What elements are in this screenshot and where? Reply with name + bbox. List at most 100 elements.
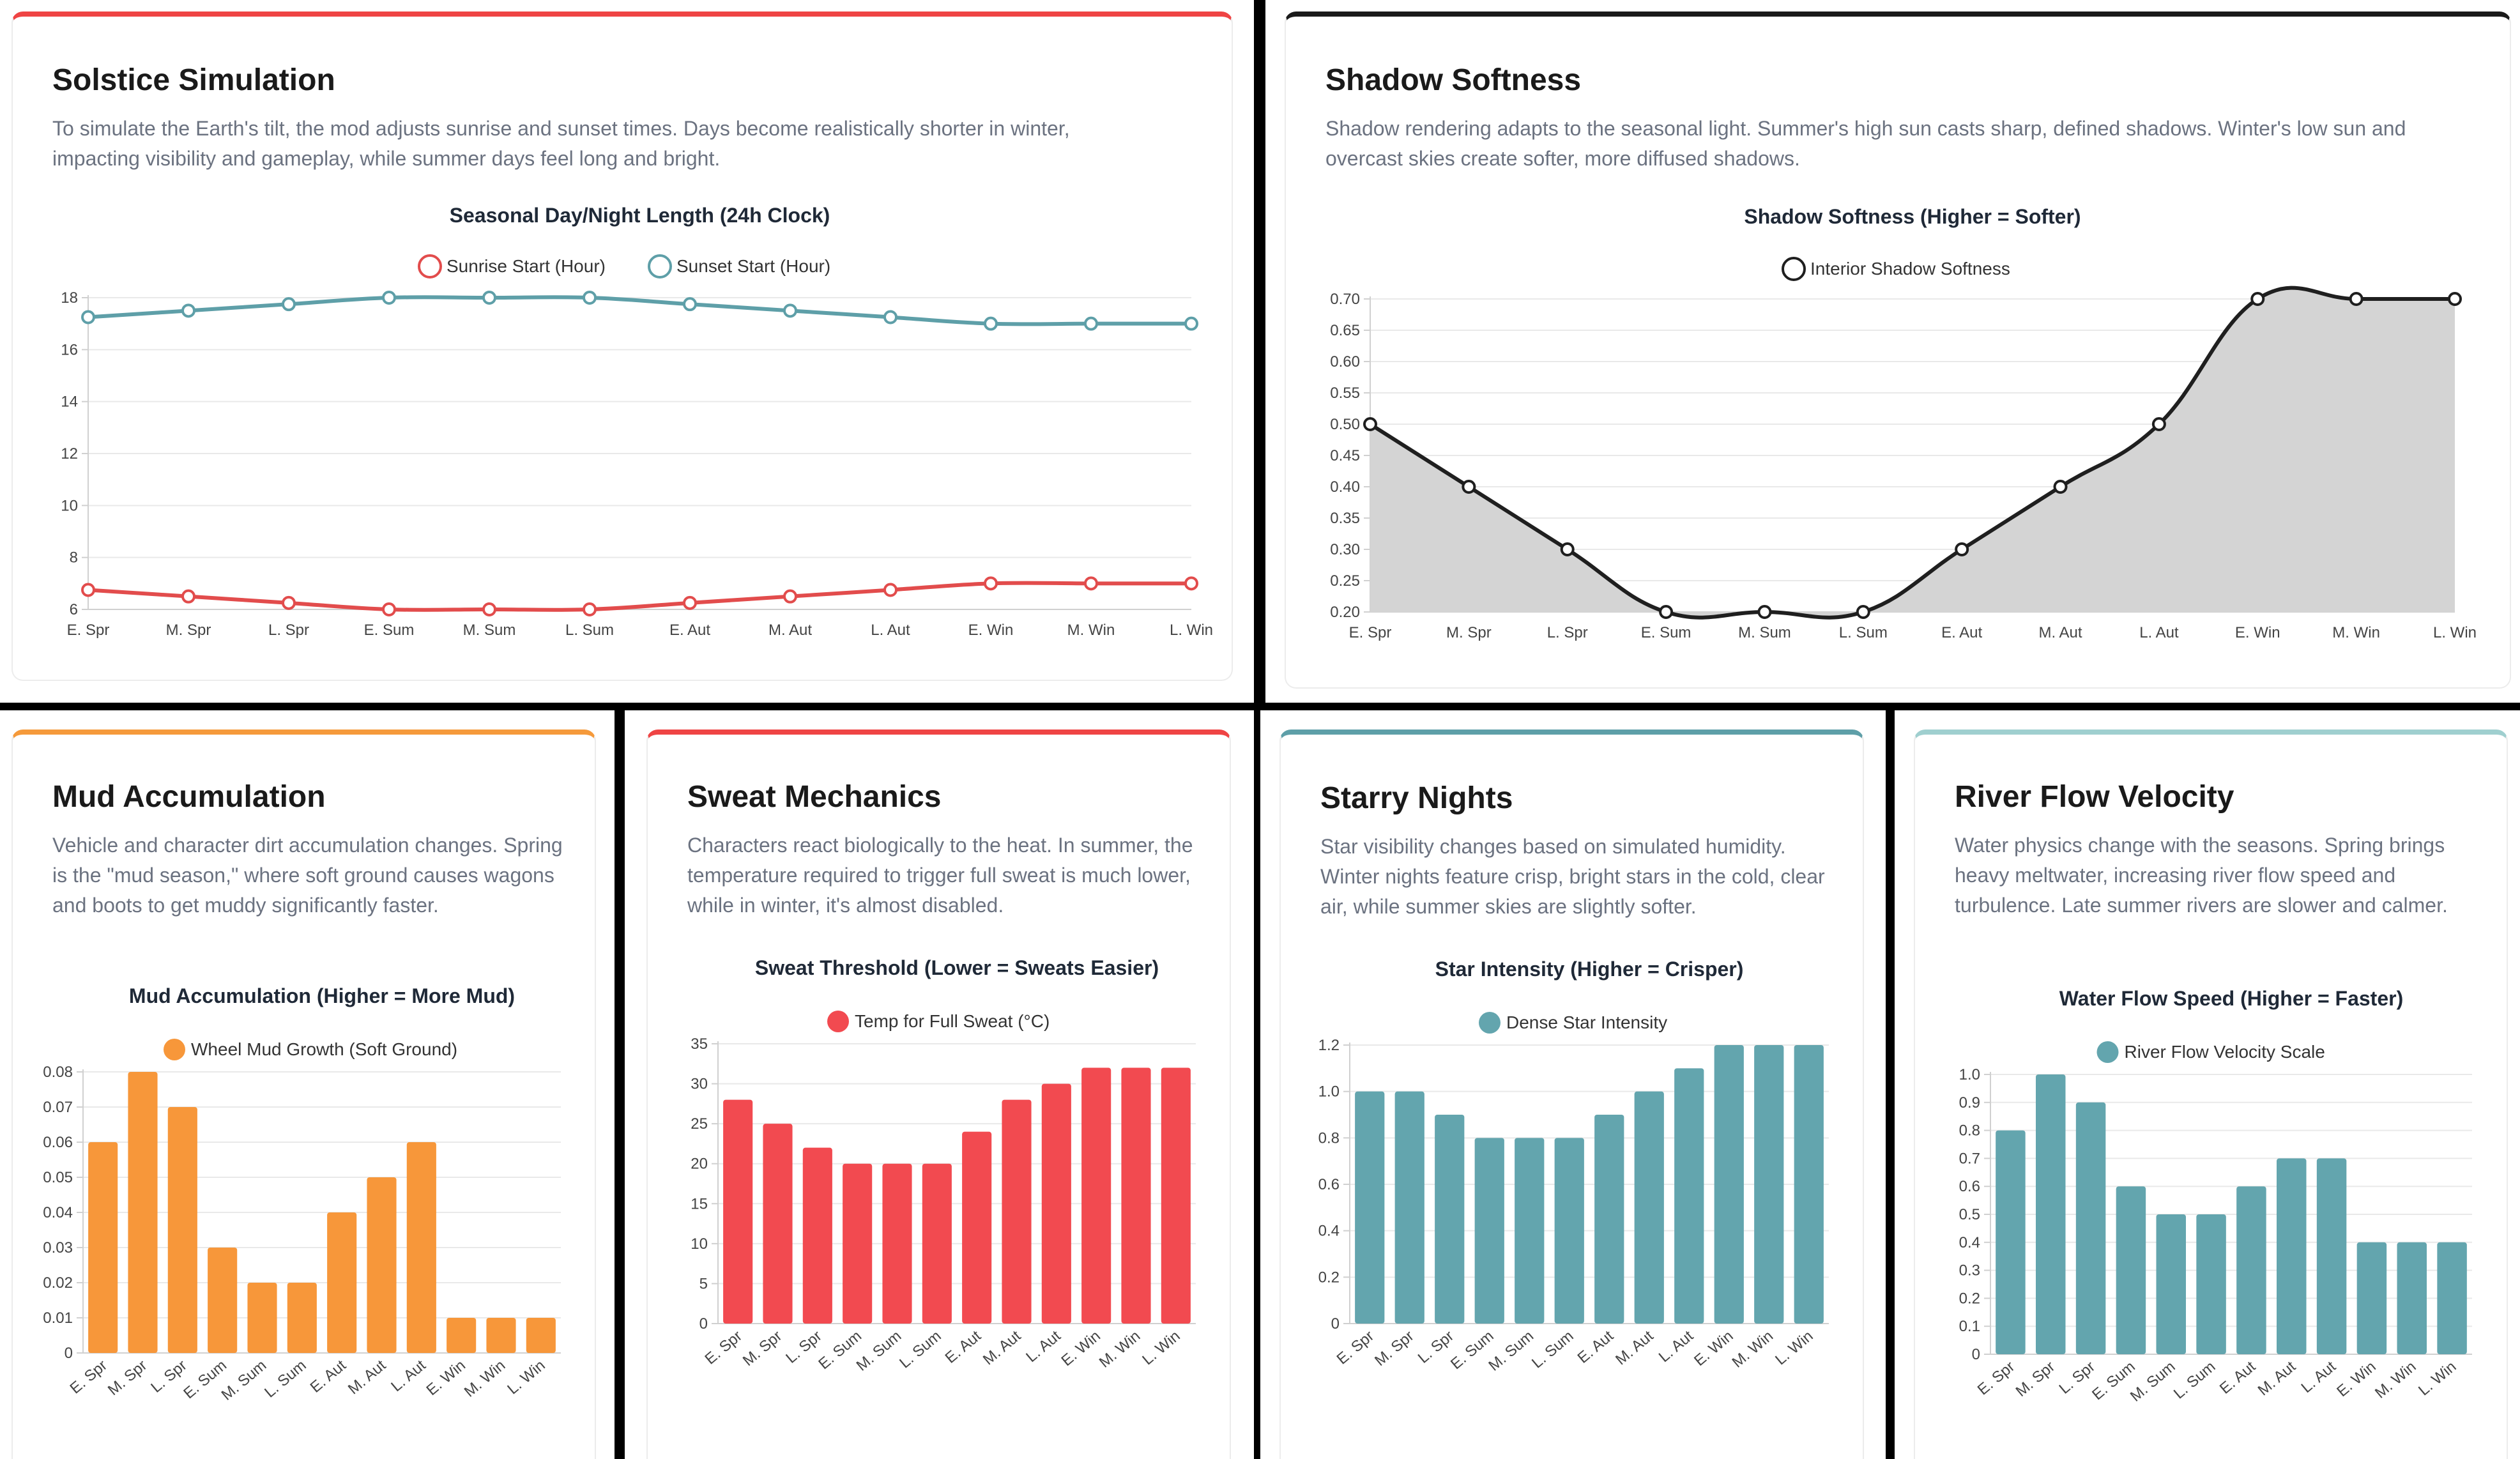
x-tick-label: E. Spr [1974, 1358, 2018, 1399]
data-point [883, 583, 897, 597]
y-tick-label: 10 [61, 497, 78, 514]
y-tick-label: 0.20 [1330, 604, 1360, 621]
x-tick-label: E. Sum [364, 622, 415, 639]
y-tick-label: 0.55 [1330, 385, 1360, 402]
legend-swatch [648, 254, 672, 279]
x-tick-label: M. Spr [740, 1327, 786, 1370]
panel-mud: Mud Accumulation Vehicle and character d… [0, 710, 615, 1459]
x-tick-label: L. Aut [1656, 1327, 1697, 1366]
x-tick-label: E. Win [1058, 1327, 1104, 1370]
bar [843, 1163, 873, 1324]
data-point [382, 291, 396, 305]
bar [167, 1107, 197, 1353]
y-tick-label: 6 [70, 601, 78, 618]
x-tick-label: L. Sum [261, 1357, 310, 1402]
x-tick-label: M. Aut [2039, 624, 2082, 641]
y-tick-label: 0.5 [1959, 1206, 1980, 1223]
x-tick-label: E. Win [2333, 1358, 2379, 1400]
x-tick-label: L. Win [1139, 1327, 1183, 1368]
bar [922, 1163, 952, 1324]
x-tick-label: M. Spr [166, 622, 211, 639]
x-tick-label: L. Aut [388, 1357, 429, 1395]
bar [1754, 1045, 1784, 1324]
data-point [1560, 542, 1575, 556]
y-tick-label: 0.03 [43, 1239, 73, 1257]
y-tick-label: 0.65 [1330, 322, 1360, 339]
y-tick-label: 0.4 [1959, 1234, 1980, 1251]
bar [1554, 1138, 1584, 1324]
bar [128, 1072, 158, 1353]
stars-bar-chart: Star Intensity (Higher = Crisper) Dense S… [1318, 958, 1829, 1375]
solstice-line-chart: Seasonal Day/Night Length (24h Clock) Sun… [61, 204, 1213, 639]
data-point [1363, 417, 1377, 431]
shadow-area-chart: Shadow Softness (Higher = Softer) Interio… [1330, 205, 2477, 641]
bar [1041, 1083, 1071, 1324]
data-point [282, 595, 296, 610]
y-tick-label: 18 [61, 289, 78, 307]
data-point [2448, 292, 2462, 306]
card-shadow-softness: Shadow Softness Shadow rendering adapts … [1285, 11, 2511, 689]
y-tick-label: 0 [699, 1315, 708, 1333]
data-point [1659, 605, 1674, 619]
panel-solstice: Solstice Simulation To simulate the Eart… [0, 0, 1254, 703]
y-tick-label: 0.30 [1330, 541, 1360, 558]
x-tick-label: L. Win [1170, 622, 1213, 639]
card-description: Star visibility changes based on simulat… [1320, 835, 1825, 918]
y-tick-label: 15 [691, 1195, 708, 1212]
legend-swatch [1782, 257, 1806, 281]
chart-title: Star Intensity (Higher = Crisper) [1435, 958, 1744, 981]
bar [406, 1142, 436, 1353]
x-tick-label: E. Win [968, 622, 1014, 639]
y-tick-label: 0.6 [1959, 1178, 1980, 1195]
y-tick-label: 10 [691, 1235, 708, 1253]
y-tick-label: 0.2 [1318, 1269, 1340, 1286]
bar [1515, 1138, 1545, 1324]
data-point [583, 602, 597, 616]
x-tick-label: E. Aut [307, 1357, 350, 1396]
data-point [1084, 576, 1098, 591]
x-tick-label: M. Sum [2127, 1358, 2179, 1405]
y-tick-label: 20 [691, 1156, 708, 1173]
bar [2036, 1074, 2066, 1354]
x-tick-label: M. Sum [463, 622, 516, 639]
x-tick-label: L. Spr [1547, 624, 1588, 641]
y-tick-label: 0.6 [1318, 1176, 1340, 1193]
legend-label: Interior Shadow Softness [1810, 259, 2010, 279]
bar [1474, 1138, 1504, 1324]
card-title: Shadow Softness [1325, 63, 1582, 97]
x-tick-label: L. Aut [2139, 624, 2179, 641]
card-sweat-mechanics: Sweat Mechanics Characters react biologi… [646, 730, 1231, 1459]
x-tick-label: E. Aut [1575, 1327, 1617, 1367]
x-tick-label: L. Sum [2171, 1358, 2219, 1403]
data-point [81, 310, 95, 325]
y-tick-label: 35 [691, 1035, 708, 1053]
bar [1435, 1115, 1465, 1324]
x-tick-label: L. Aut [871, 622, 910, 639]
x-tick-label: M. Win [461, 1357, 509, 1401]
bar [247, 1283, 277, 1353]
mud-bar-chart: Mud Accumulation (Higher = More Mud) Whee… [43, 984, 561, 1404]
bar [1394, 1091, 1424, 1324]
y-tick-label: 16 [61, 341, 78, 358]
series-line [88, 295, 1191, 326]
card-starry-nights: Starry Nights Star visibility changes ba… [1279, 730, 1864, 1459]
card-mud-accumulation: Mud Accumulation Vehicle and character d… [11, 730, 596, 1459]
data-point [1955, 542, 1969, 556]
x-tick-label: M. Win [2332, 624, 2380, 641]
bar [763, 1124, 793, 1324]
x-tick-label: M. Spr [1371, 1327, 1417, 1370]
x-tick-label: E. Aut [942, 1327, 985, 1367]
bar [2437, 1242, 2467, 1354]
y-tick-label: 0.1 [1959, 1318, 1980, 1335]
data-point [1757, 605, 1772, 619]
x-tick-label: M. Spr [2013, 1358, 2059, 1400]
card-description: Characters react biologically to the hea… [687, 834, 1193, 917]
y-tick-label: 0.05 [43, 1169, 73, 1186]
legend-swatch [827, 1011, 849, 1032]
x-tick-label: E. Spr [1334, 1327, 1377, 1368]
x-tick-label: L. Sum [1529, 1327, 1577, 1372]
x-tick-label: M. Win [2372, 1358, 2420, 1402]
y-tick-label: 1.2 [1318, 1037, 1340, 1054]
legend-swatch [1479, 1012, 1501, 1034]
data-point [783, 303, 797, 318]
